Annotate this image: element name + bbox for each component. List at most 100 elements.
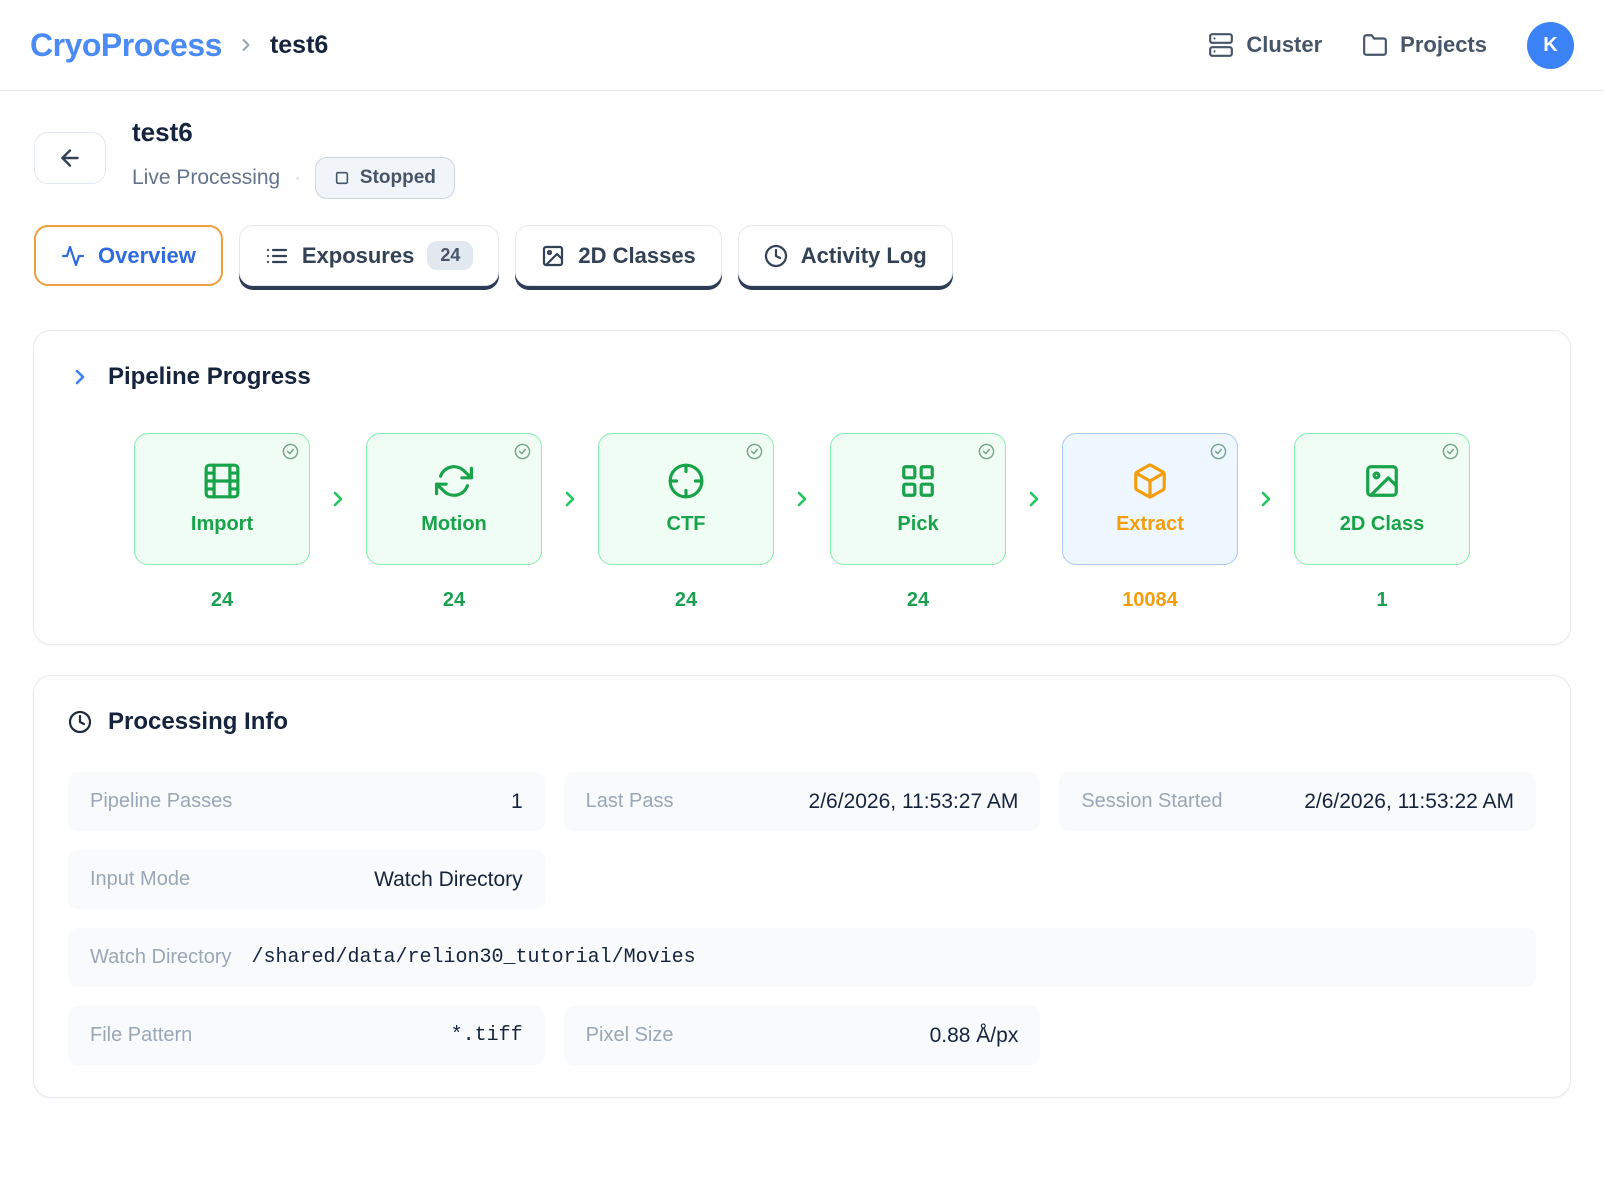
step-chevron-icon [1006, 433, 1062, 565]
tab-activity-log[interactable]: Activity Log [737, 225, 953, 286]
field-label: Last Pass [585, 790, 674, 812]
field-label: File Pattern [90, 1024, 193, 1046]
field-label: Pixel Size [585, 1024, 674, 1046]
pipeline-progress-card: Pipeline Progress Import 24 [33, 330, 1571, 645]
pipeline-steps-row: Import 24 Motion 24 [68, 433, 1536, 612]
tab-exposures[interactable]: Exposures 24 [238, 225, 500, 286]
status-badge-label: Stopped [359, 167, 436, 188]
info-field-pixel-size: Pixel Size 0.88 Å/px [563, 1006, 1041, 1065]
pipeline-progress-header[interactable]: Pipeline Progress [68, 363, 1536, 391]
step-label: Import [190, 513, 254, 535]
field-value: Watch Directory [374, 867, 523, 891]
grid-icon [899, 462, 937, 500]
check-circle-icon [1442, 443, 1459, 460]
title-block: test6 Live Processing · Stopped [132, 117, 455, 199]
nav-cluster-label: Cluster [1246, 32, 1323, 57]
nav-projects[interactable]: Projects [1362, 32, 1487, 58]
status-badge[interactable]: Stopped [314, 157, 455, 199]
pipeline-step-ctf[interactable]: CTF 24 [598, 433, 774, 612]
pipeline-step-2d-class[interactable]: 2D Class 1 [1294, 433, 1470, 612]
field-value: *.tiff [450, 1024, 523, 1047]
breadcrumb-current: test6 [269, 30, 329, 59]
check-circle-icon [746, 443, 763, 460]
pipeline-step-motion[interactable]: Motion 24 [366, 433, 542, 612]
step-label: 2D Class [1339, 513, 1425, 535]
pipeline-step-pick[interactable]: Pick 24 [830, 433, 1006, 612]
step-chevron-icon [1238, 433, 1294, 565]
tab-activity-log-label: Activity Log [800, 242, 927, 268]
processing-info-card: Processing Info Pipeline Passes 1 Last P… [33, 675, 1571, 1098]
step-chevron-icon [310, 433, 366, 565]
step-count: 24 [442, 589, 466, 611]
field-label: Watch Directory [90, 946, 232, 968]
processing-info-grid: Pipeline Passes 1 Last Pass 2/6/2026, 11… [68, 772, 1536, 1065]
exposures-count-badge: 24 [427, 241, 474, 270]
info-field-file-pattern: File Pattern *.tiff [68, 1006, 545, 1065]
info-field-input-mode: Input Mode Watch Directory [68, 850, 545, 909]
step-chevron-icon [542, 433, 598, 565]
pipeline-step-pick-card: Pick [830, 433, 1006, 565]
arrow-left-icon [57, 145, 83, 171]
folder-icon [1362, 32, 1388, 58]
step-count: 24 [210, 589, 234, 611]
refresh-icon [435, 462, 473, 500]
pipeline-step-extract-card: Extract [1062, 433, 1238, 565]
chevron-right-icon [68, 365, 92, 389]
session-mode-label: Live Processing [132, 166, 281, 189]
tab-overview[interactable]: Overview [34, 225, 223, 286]
subtitle-row: Live Processing · Stopped [132, 157, 455, 199]
step-count: 24 [906, 589, 930, 611]
pipeline-step-import[interactable]: Import 24 [134, 433, 310, 612]
info-field-session-started: Session Started 2/6/2026, 11:53:22 AM [1059, 772, 1536, 831]
field-value: 2/6/2026, 11:53:27 AM [808, 789, 1019, 813]
clock-icon [764, 244, 788, 268]
image-icon [1363, 462, 1401, 500]
check-circle-icon [282, 443, 299, 460]
crosshair-icon [667, 462, 705, 500]
pipeline-step-extract[interactable]: Extract 10084 [1062, 433, 1238, 612]
check-circle-icon [514, 443, 531, 460]
page-title: test6 [132, 117, 193, 147]
step-count: 24 [674, 589, 698, 611]
image-icon [541, 244, 565, 268]
step-label: Extract [1116, 513, 1184, 535]
step-count: 10084 [1122, 589, 1178, 611]
info-field-pipeline-passes: Pipeline Passes 1 [68, 772, 545, 831]
check-circle-icon [1210, 443, 1227, 460]
tab-overview-label: Overview [98, 242, 196, 268]
breadcrumb-chevron-icon [236, 35, 256, 55]
tab-2d-classes-label: 2D Classes [578, 242, 696, 268]
info-field-watch-directory: Watch Directory /shared/data/relion30_tu… [68, 928, 1536, 987]
avatar[interactable]: K [1527, 21, 1574, 69]
tab-exposures-label: Exposures [301, 242, 415, 268]
field-value: 0.88 Å/px [929, 1023, 1019, 1047]
info-field-last-pass: Last Pass 2/6/2026, 11:53:27 AM [563, 772, 1041, 831]
dot-separator: · [294, 166, 301, 189]
film-icon [203, 462, 241, 500]
check-circle-icon [978, 443, 995, 460]
tab-2d-classes[interactable]: 2D Classes [515, 225, 722, 286]
pipeline-step-2d-class-card: 2D Class [1294, 433, 1470, 565]
field-value: /shared/data/relion30_tutorial/Movies [251, 946, 696, 969]
field-label: Session Started [1081, 790, 1223, 812]
cluster-icon [1208, 32, 1234, 58]
field-label: Pipeline Passes [90, 790, 233, 812]
app-logo[interactable]: CryoProcess [30, 26, 222, 63]
step-label: Pick [897, 513, 939, 535]
field-label: Input Mode [90, 868, 191, 890]
page-header: test6 Live Processing · Stopped [0, 91, 1604, 199]
nav-cluster[interactable]: Cluster [1208, 32, 1322, 58]
processing-info-header: Processing Info [68, 708, 1536, 736]
nav-projects-label: Projects [1400, 32, 1487, 57]
pipeline-step-motion-card: Motion [366, 433, 542, 565]
step-label: Motion [421, 513, 487, 535]
activity-icon [61, 244, 85, 268]
back-button[interactable] [34, 132, 106, 184]
clock-icon [68, 710, 92, 734]
processing-info-title: Processing Info [108, 708, 289, 735]
pipeline-step-import-card: Import [134, 433, 310, 565]
cube-icon [1131, 462, 1169, 500]
step-label: CTF [666, 513, 706, 535]
step-count: 1 [1376, 589, 1388, 611]
tab-bar: Overview Exposures 24 2D Classes Activit… [0, 199, 1604, 300]
